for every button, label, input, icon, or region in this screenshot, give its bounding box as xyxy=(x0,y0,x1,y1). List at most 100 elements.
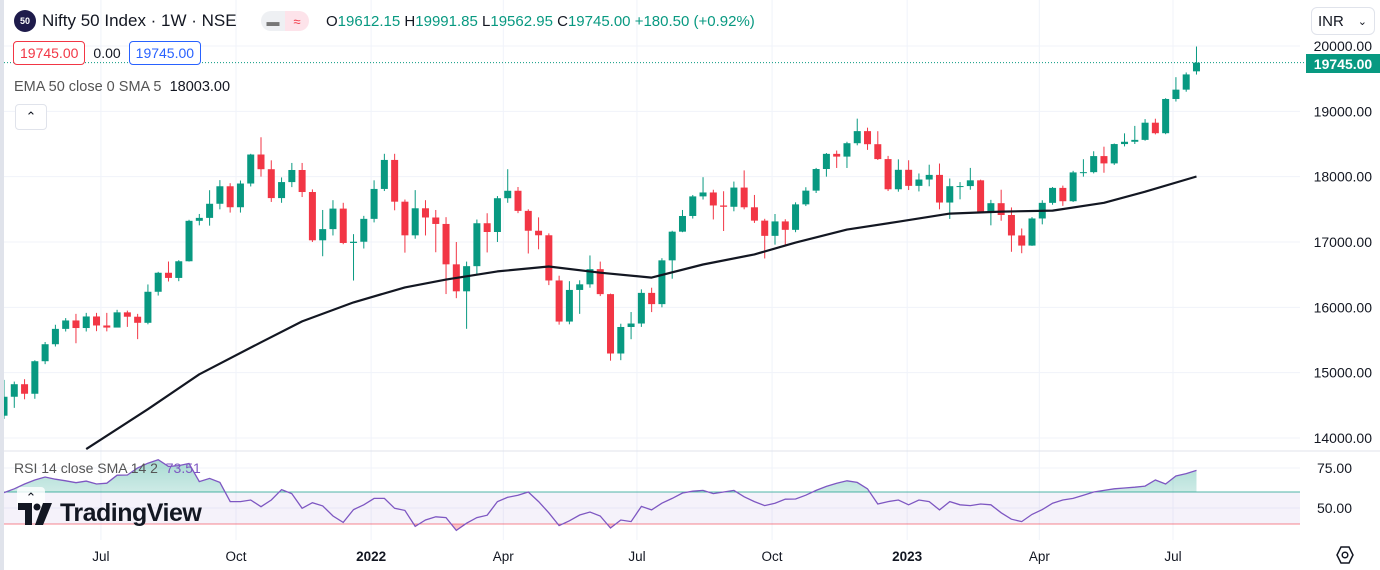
candle-body xyxy=(781,221,789,230)
price-axis[interactable]: 14000.00 15000.00 16000.00 17000.00 18000.00… xyxy=(1314,38,1373,446)
candle-body xyxy=(874,144,882,160)
spread-value: 0.00 xyxy=(93,45,121,61)
candle-body xyxy=(1090,156,1098,173)
rsi-axis[interactable]: 50.00 75.00 xyxy=(1317,460,1352,516)
candle-body xyxy=(730,187,738,207)
candle-body xyxy=(935,174,943,203)
time-tick-label: Apr xyxy=(1029,549,1051,564)
buy-button[interactable]: 19745.00 xyxy=(128,41,202,65)
candle xyxy=(360,215,368,249)
candle-body xyxy=(1182,74,1190,90)
candle xyxy=(514,186,522,214)
candle-body xyxy=(21,384,29,394)
candle-body xyxy=(750,207,758,221)
candle-body xyxy=(977,180,985,212)
candle xyxy=(977,179,985,213)
price-tick-label: 19000.00 xyxy=(1314,103,1373,119)
candle-body xyxy=(689,196,697,216)
candle-body xyxy=(709,192,717,206)
candle xyxy=(1151,118,1159,135)
candle xyxy=(627,312,635,340)
candle xyxy=(267,160,275,202)
tradingview-logo-text: TradingView xyxy=(60,499,202,527)
candle-body xyxy=(864,131,872,145)
tradingview-logo-icon xyxy=(18,502,52,525)
time-axis[interactable]: Jul Oct 2022 Apr Jul Oct 2023 Apr Jul xyxy=(92,549,1181,564)
candle xyxy=(401,199,409,253)
candle-body xyxy=(329,208,337,230)
candle-body xyxy=(884,159,892,190)
time-tick-label: 2022 xyxy=(356,549,386,564)
candle-body xyxy=(1141,122,1149,140)
collapse-legend-button[interactable]: ⌃ xyxy=(15,104,47,130)
currency-dropdown[interactable]: INR ⌄ xyxy=(1311,7,1375,35)
candle-body xyxy=(1100,156,1108,164)
candle xyxy=(308,189,316,242)
candle-body xyxy=(144,291,152,323)
candle xyxy=(288,162,296,188)
candle-body xyxy=(648,292,656,305)
open-label: O xyxy=(326,13,338,30)
candle xyxy=(113,309,121,328)
candle xyxy=(154,271,162,296)
candle-body xyxy=(113,312,121,328)
candle-body xyxy=(236,183,244,208)
rsi-tick-label: 50.00 xyxy=(1317,500,1352,516)
candle-body xyxy=(350,241,358,243)
candle xyxy=(874,131,882,161)
candle xyxy=(689,195,697,219)
ema-value: 18003.00 xyxy=(169,79,231,95)
candle-body xyxy=(257,154,265,170)
ema-legend[interactable]: EMA 50 close 0 SMA 5 18003.00 xyxy=(14,79,230,95)
candle xyxy=(1172,77,1180,102)
sell-button[interactable]: 19745.00 xyxy=(13,41,86,65)
symbol-title[interactable]: 50 Nifty 50 Index · 1W · NSE xyxy=(14,10,237,32)
candle xyxy=(1131,125,1139,144)
candle xyxy=(1018,228,1026,254)
candle xyxy=(997,189,1005,221)
rsi-label: RSI 14 close SMA 14 2 xyxy=(14,460,158,476)
candle xyxy=(1141,119,1149,141)
settings-hexagon-icon[interactable] xyxy=(1335,545,1355,565)
candle xyxy=(432,209,440,253)
candle-body xyxy=(339,208,347,243)
candle-body xyxy=(1172,89,1180,99)
candle xyxy=(298,162,306,198)
candle xyxy=(483,213,491,253)
candle xyxy=(637,289,645,327)
candle-body xyxy=(1069,172,1077,202)
rsi-legend[interactable]: RSI 14 close SMA 14 2 73.51 xyxy=(14,460,201,476)
last-price-label: 19745.00 xyxy=(1306,54,1380,73)
candle xyxy=(853,118,861,146)
candle xyxy=(884,155,892,192)
candle xyxy=(720,191,728,232)
price-tick-label: 15000.00 xyxy=(1314,365,1373,381)
rsi-tick-label: 75.00 xyxy=(1317,460,1352,476)
market-closed-icon[interactable]: ▬ xyxy=(261,11,285,31)
time-tick-label: Oct xyxy=(762,549,783,564)
symbol-name[interactable]: Nifty 50 Index · 1W · NSE xyxy=(42,11,237,30)
candle xyxy=(1079,159,1087,177)
tradingview-logo[interactable]: TradingView xyxy=(18,499,202,528)
candle-body xyxy=(843,143,851,157)
price-tick-label: 14000.00 xyxy=(1314,430,1373,446)
candle xyxy=(535,217,543,250)
candle-body xyxy=(504,190,512,199)
candle xyxy=(0,379,8,419)
candle xyxy=(329,200,337,236)
candle-body xyxy=(175,261,183,278)
candle xyxy=(1182,72,1190,92)
candle-body xyxy=(565,289,573,322)
candle xyxy=(668,230,676,279)
candle-body xyxy=(668,231,676,261)
candle-body xyxy=(915,179,923,186)
candle xyxy=(72,313,80,344)
candle-body xyxy=(1131,139,1139,142)
candle xyxy=(236,180,244,213)
candle-body xyxy=(576,284,584,290)
data-delayed-icon[interactable]: ≈ xyxy=(285,11,309,31)
close-label: C xyxy=(557,13,568,30)
candle-body xyxy=(123,312,131,317)
candle xyxy=(421,200,429,236)
